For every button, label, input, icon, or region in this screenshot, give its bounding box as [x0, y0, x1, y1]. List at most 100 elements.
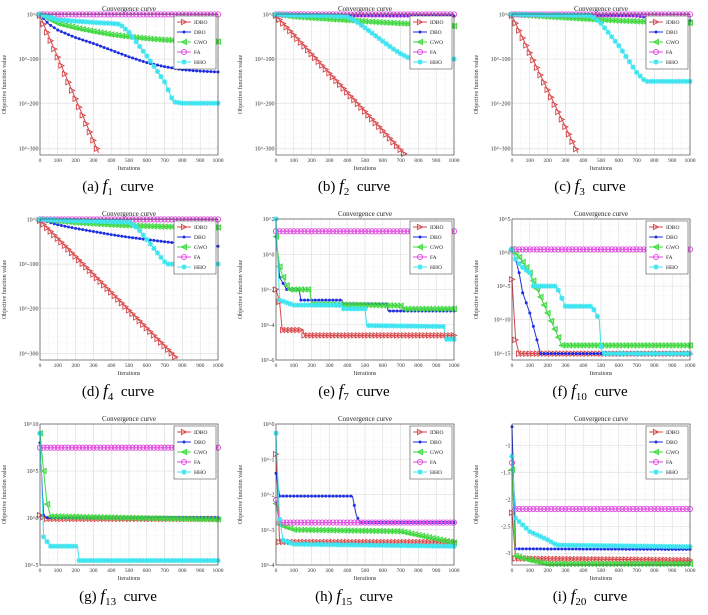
data-point-fa	[319, 519, 326, 526]
data-point-fa	[140, 11, 147, 18]
x-tick-label: 600	[143, 568, 152, 574]
data-point-idbo	[573, 555, 580, 563]
data-point-idbo	[143, 324, 151, 332]
data-point-dbo	[302, 298, 306, 302]
data-point-hho	[516, 11, 522, 18]
data-point-dbo	[74, 226, 78, 230]
data-point-hho	[186, 557, 193, 564]
data-point-fa	[358, 228, 365, 235]
data-point-dbo	[163, 65, 167, 69]
x-tick-label: 600	[143, 158, 152, 164]
data-point-hho	[140, 557, 146, 564]
data-point-fa	[597, 505, 605, 513]
data-point-hho	[108, 557, 114, 564]
x-tick-label: 100	[290, 568, 299, 574]
data-point-fa	[294, 228, 301, 235]
legend-marker	[180, 448, 188, 456]
data-point-idbo	[569, 555, 577, 563]
x-tick-label: 1000	[213, 158, 224, 164]
data-point-idbo	[287, 326, 294, 334]
data-point-dbo	[588, 352, 592, 356]
data-point-dbo	[603, 547, 607, 551]
x-tick-label: 600	[379, 158, 388, 164]
data-point-idbo	[558, 555, 566, 563]
x-tick-label: 400	[579, 158, 588, 164]
legend-marker	[652, 243, 660, 251]
data-point-idbo	[276, 16, 284, 23]
data-point-hho	[555, 542, 561, 548]
data-point-hho	[176, 557, 182, 564]
data-point-idbo	[83, 120, 90, 128]
data-point-fa	[136, 11, 143, 18]
data-point-idbo	[558, 116, 566, 123]
y-tick-label: 10^-6	[261, 358, 275, 364]
data-point-dbo	[320, 494, 324, 498]
legend-label: HHO	[194, 470, 206, 476]
data-point-hho	[387, 542, 393, 549]
x-tick-label: 500	[361, 363, 370, 369]
data-point-dbo	[106, 232, 110, 236]
data-point-idbo	[583, 555, 591, 563]
data-point-hho	[387, 323, 393, 329]
data-point-idbo	[76, 256, 83, 264]
x-tick-label: 400	[343, 568, 352, 574]
data-point-hho	[62, 543, 68, 549]
data-point-idbo	[344, 332, 351, 339]
data-point-gwo	[519, 258, 526, 266]
x-tick-label: 1000	[685, 363, 696, 369]
data-point-fa	[104, 444, 111, 451]
series-hho	[273, 216, 457, 342]
data-point-fa	[90, 444, 97, 451]
data-point-hho	[298, 12, 304, 19]
data-point-dbo	[627, 547, 631, 551]
data-point-fa	[519, 246, 526, 253]
x-tick-label: 800	[414, 363, 423, 369]
data-point-hho	[129, 557, 136, 564]
series-idbo	[508, 509, 694, 564]
data-point-fa	[369, 228, 376, 235]
data-point-idbo	[287, 27, 294, 35]
series-hho	[37, 430, 221, 564]
data-point-dbo	[399, 309, 403, 313]
y-axis-label: Objective function value	[473, 465, 480, 525]
data-point-idbo	[322, 332, 330, 339]
data-point-idbo	[304, 332, 312, 339]
data-point-fa	[147, 216, 154, 223]
data-point-idbo	[587, 555, 594, 563]
y-tick-label: 10^10	[24, 422, 39, 428]
x-tick-label: 900	[196, 363, 205, 369]
data-point-hho	[126, 219, 132, 225]
legend-marker	[654, 235, 658, 239]
data-point-fa	[393, 228, 401, 235]
data-point-dbo	[606, 547, 610, 551]
data-point-dbo	[331, 298, 335, 302]
data-point-idbo	[654, 556, 662, 564]
data-point-hho	[137, 43, 143, 50]
legend-marker	[182, 440, 186, 444]
legend: IDBO DBO GWO FA HHO	[173, 15, 217, 70]
caption-label: (g)	[79, 589, 97, 605]
data-point-hho	[680, 544, 686, 550]
data-point-idbo	[129, 310, 137, 318]
x-tick-label: 900	[432, 158, 441, 164]
data-point-dbo	[166, 240, 170, 244]
data-point-dbo	[155, 239, 159, 243]
data-point-gwo	[547, 317, 555, 325]
data-point-dbo	[588, 547, 592, 551]
x-tick-label: 900	[668, 568, 677, 574]
data-point-fa	[429, 519, 436, 526]
data-point-fa	[326, 228, 333, 235]
data-point-dbo	[113, 49, 117, 53]
legend-marker	[652, 428, 660, 436]
legend-label: HHO	[666, 470, 678, 476]
x-tick-label: 200	[543, 568, 552, 574]
data-point-fa	[587, 505, 594, 513]
data-point-hho	[312, 302, 318, 308]
legend-label: DBO	[194, 30, 206, 36]
data-point-hho	[555, 12, 561, 18]
data-point-dbo	[102, 231, 106, 235]
data-point-dbo	[131, 56, 135, 60]
data-point-hho	[376, 35, 382, 42]
data-point-idbo	[79, 260, 87, 268]
data-point-hho	[330, 302, 336, 308]
